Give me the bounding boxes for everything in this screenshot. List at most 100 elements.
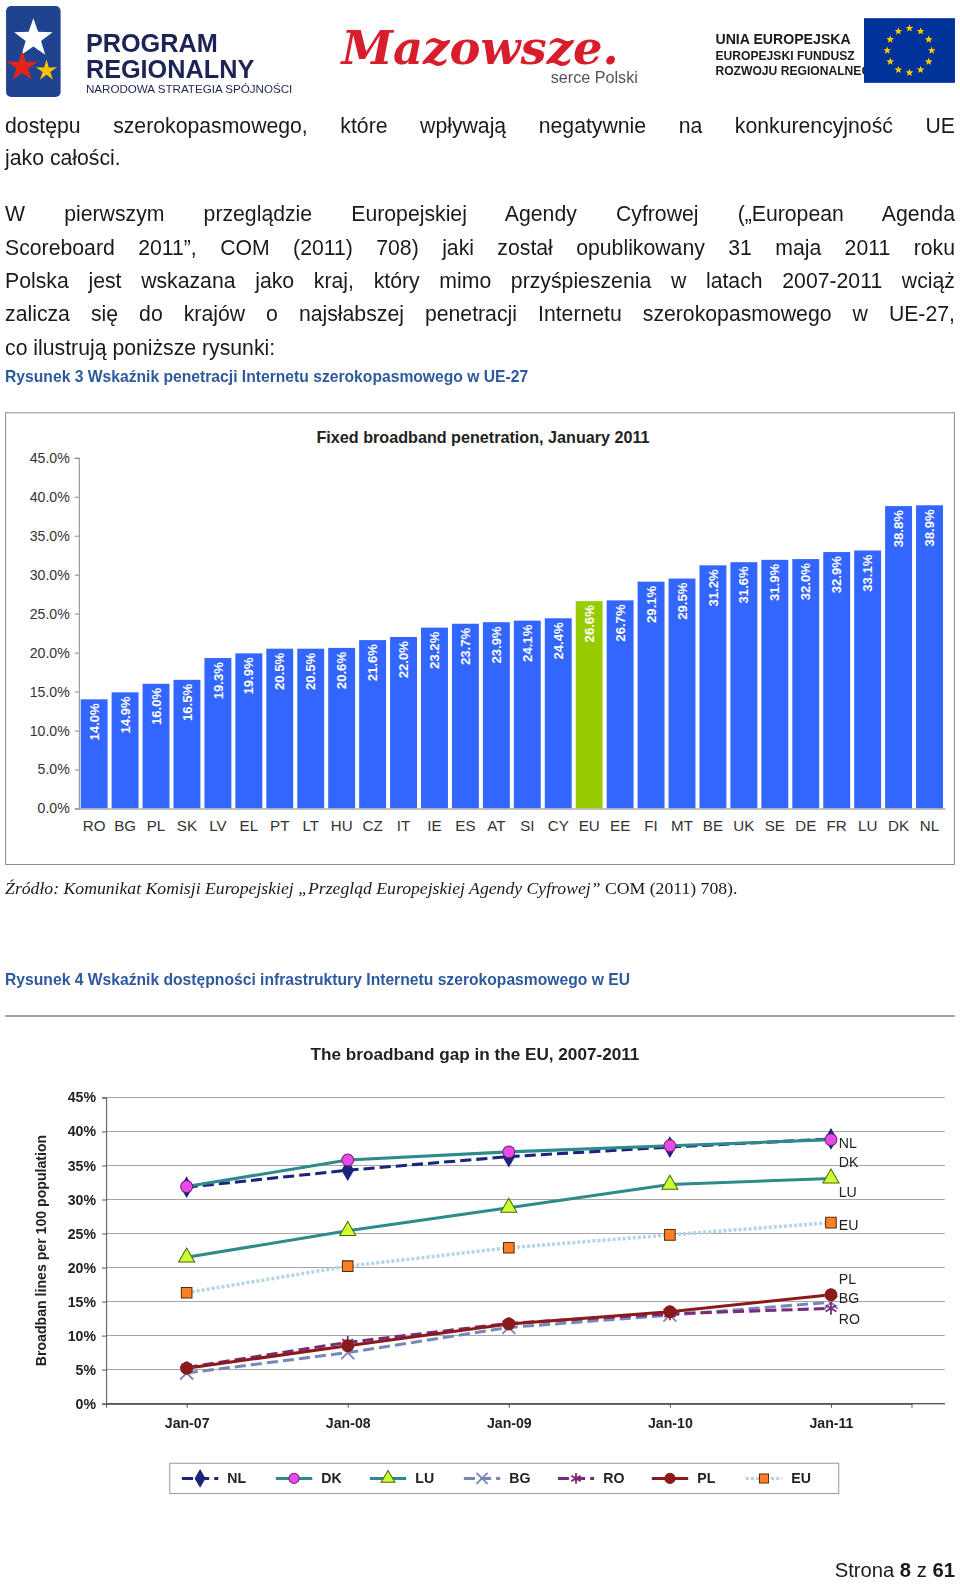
- data-label: 24.1%: [520, 624, 535, 662]
- bar: [607, 600, 634, 808]
- tick-mark: [102, 1234, 106, 1235]
- tick-label: 35.0%: [30, 528, 70, 544]
- eu-star: [883, 46, 891, 53]
- marker: [662, 1175, 678, 1189]
- series-line: [187, 1140, 831, 1187]
- grid-line: [106, 1267, 945, 1268]
- eu-star: [886, 58, 894, 65]
- header: PROGRAMREGIONALNYNARODOWA STRATEGIA SPÓJ…: [0, 0, 960, 106]
- grid-line: [106, 1097, 945, 1098]
- tick: 0.0%: [38, 800, 79, 816]
- tick: ES: [455, 808, 475, 834]
- data-label: 38.8%: [891, 510, 906, 548]
- tick: 25.0%: [30, 606, 79, 622]
- legend-marker: [195, 1470, 205, 1487]
- paragraph-line: co ilustrują poniższe rysunki:: [5, 334, 955, 360]
- bar: [885, 506, 912, 808]
- eu-flag: [864, 18, 955, 83]
- legend-label: RO: [603, 1470, 624, 1486]
- eu-star: [917, 27, 925, 34]
- axis-line: [102, 1098, 107, 1404]
- tick-label: 5.0%: [38, 761, 71, 777]
- tick-mark: [75, 808, 79, 809]
- x-axis: ROBGPLSKLVELPTLTHUCZITIEESATSICYEUEEFIMT…: [79, 808, 945, 834]
- tick: LU: [858, 808, 877, 834]
- data-label: 24.4%: [551, 622, 566, 660]
- tick: 30%: [68, 1192, 106, 1208]
- data-label: 23.7%: [458, 627, 473, 665]
- series-line: [187, 1178, 831, 1257]
- marker: [181, 1177, 192, 1197]
- logo-star: [14, 18, 52, 55]
- tick-mark: [102, 1302, 106, 1303]
- tick-label: BG: [114, 817, 136, 834]
- data-label: 16.0%: [149, 687, 164, 725]
- logo-star: [36, 60, 57, 80]
- tick-label: HU: [331, 817, 353, 834]
- tick: 20.0%: [30, 645, 79, 661]
- tick-label: 45.0%: [30, 450, 70, 466]
- data-label: 21.6%: [365, 644, 380, 682]
- tick: EE: [610, 808, 630, 834]
- paragraph-line: dostępu szerokopasmowego, które wpływają…: [5, 113, 955, 139]
- bar: [173, 680, 200, 809]
- tick: CZ: [363, 808, 383, 834]
- tick: LV: [209, 808, 227, 834]
- tick-label: CY: [548, 817, 569, 834]
- legend-label: NL: [227, 1470, 246, 1486]
- legend-marker: [759, 1474, 768, 1483]
- legend-label: LU: [415, 1470, 434, 1486]
- data-label: 22.0%: [396, 641, 411, 679]
- paragraph-line: Scoreboard 2011”, COM (2011) 708) jaki z…: [5, 234, 955, 260]
- tick: 20%: [68, 1260, 106, 1276]
- marker: [342, 1154, 354, 1166]
- tick-mark: [75, 692, 79, 693]
- tick-label: 45%: [68, 1089, 97, 1105]
- tick: 25%: [68, 1226, 106, 1242]
- paragraph-line: Polska jest wskazana jako kraj, który mi…: [5, 268, 955, 294]
- footer: Strona 8 z 61: [835, 1559, 955, 1582]
- tick: 5.0%: [38, 761, 79, 777]
- region-logo: Mazowsze.: [340, 20, 619, 75]
- tick: 35%: [68, 1158, 106, 1174]
- tick-mark: [102, 1199, 106, 1200]
- tick: 5%: [76, 1362, 107, 1378]
- source: Źródło: Komunikat Komisji Europejskiej „…: [5, 878, 737, 899]
- tick: DE: [795, 808, 816, 834]
- marker: [823, 1169, 839, 1183]
- tick-label: EU: [579, 817, 600, 834]
- tick-label: EE: [610, 817, 630, 834]
- tick: 15.0%: [30, 684, 79, 700]
- tick-mark: [75, 458, 79, 459]
- data-label: 31.6%: [736, 566, 751, 604]
- tick: 40.0%: [30, 489, 79, 505]
- eu-star: [895, 27, 903, 34]
- bars: [81, 505, 943, 808]
- tick: PT: [270, 808, 289, 834]
- bar: [452, 624, 479, 809]
- tick: AT: [487, 808, 505, 834]
- tick-mark: [670, 1404, 671, 1408]
- tick-mark: [75, 769, 79, 770]
- bar: [359, 640, 386, 808]
- tick-mark: [75, 497, 79, 498]
- data-label: 32.9%: [829, 556, 844, 594]
- tick-label: PL: [147, 817, 166, 834]
- tick-label: 0%: [76, 1396, 97, 1412]
- separator: [5, 1016, 955, 1017]
- tick-label: ES: [455, 817, 475, 834]
- tick-label: SK: [177, 817, 197, 834]
- bar: [576, 601, 603, 808]
- data-label: 29.1%: [644, 585, 659, 623]
- header-text: ROZWOJU REGIONALNEGO: [715, 64, 880, 78]
- paragraph-line: jako całości.: [5, 145, 955, 171]
- axis-line: [75, 458, 80, 809]
- bar: [514, 621, 541, 809]
- data-label: 16.5%: [180, 684, 195, 722]
- region-sub: serce Polski: [551, 68, 638, 86]
- tick-label: AT: [487, 817, 505, 834]
- tick: EU: [579, 808, 600, 834]
- tick-mark: [102, 1165, 106, 1166]
- tick-label: BE: [703, 817, 723, 834]
- chart-frame: [6, 413, 955, 865]
